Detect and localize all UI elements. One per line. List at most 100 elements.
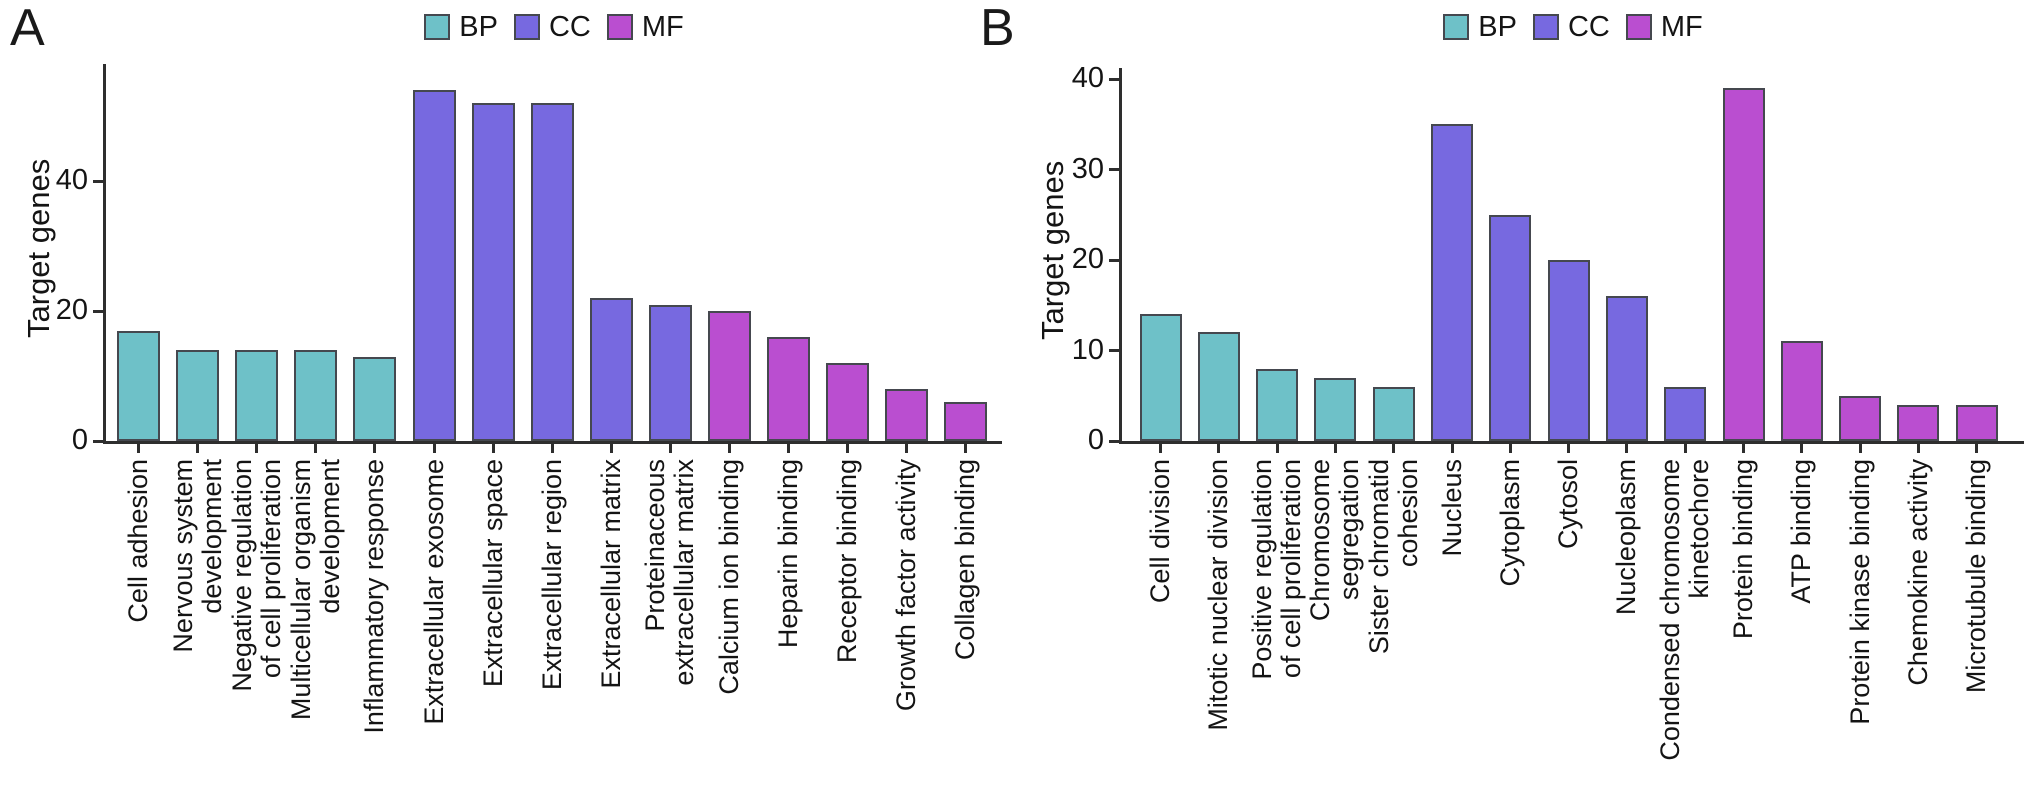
y-tick-mark	[1109, 258, 1119, 262]
legend-item-cc: CC	[513, 10, 591, 44]
legend-label-bp: BP	[459, 10, 498, 43]
x-tick-mark	[1742, 444, 1745, 453]
category-label: Chemokine activity	[1902, 459, 1933, 686]
bar	[235, 350, 279, 441]
bar	[294, 350, 338, 441]
category-label: Sister chromatid cohesion	[1363, 459, 1423, 655]
bar	[176, 350, 220, 441]
panel-a-legend: BP CC MF	[106, 7, 1002, 47]
y-tick-mark	[1109, 168, 1119, 171]
bar	[117, 330, 160, 441]
x-tick-mark	[1625, 444, 1629, 453]
y-tick-label: 0	[1087, 423, 1104, 456]
legend-label-bp: BP	[1478, 10, 1517, 43]
category-label: Microtubule binding	[1961, 459, 1992, 694]
x-tick-mark	[668, 444, 672, 453]
x-tick-mark	[373, 444, 377, 453]
legend-key-mf	[606, 14, 633, 40]
legend-item-mf: MF	[1625, 10, 1703, 44]
x-tick-mark	[1450, 444, 1454, 453]
category-label: Protein binding	[1728, 459, 1758, 640]
x-tick-mark	[787, 444, 791, 453]
x-tick-mark	[550, 444, 554, 453]
panel-b-legend: BP CC MF	[1122, 7, 2024, 47]
legend-label-mf: MF	[641, 10, 684, 43]
category-label: Protein kinase binding	[1844, 459, 1875, 725]
x-tick-mark	[1567, 444, 1571, 453]
y-tick-mark	[1109, 349, 1119, 352]
y-tick-mark	[93, 179, 103, 183]
category-label: Condensed chromosome kinetochore	[1655, 459, 1715, 761]
y-tick-label: 20	[55, 293, 88, 326]
y-tick-mark	[93, 439, 103, 443]
bar	[944, 402, 988, 441]
legend-item-mf: MF	[606, 10, 684, 44]
category-label: Cytosol	[1553, 459, 1584, 550]
category-label: ATP binding	[1786, 459, 1817, 604]
y-tick-label: 30	[1071, 152, 1104, 185]
y-tick-label: 10	[1071, 333, 1104, 366]
bar	[648, 304, 692, 441]
bar	[589, 298, 633, 441]
bar	[1664, 386, 1707, 441]
bar	[1256, 368, 1299, 441]
panel-b-letter: B	[980, 0, 1015, 57]
x-tick-mark	[1800, 444, 1804, 453]
x-tick-mark	[1217, 444, 1221, 453]
bar	[471, 103, 515, 441]
x-tick-mark	[432, 444, 436, 453]
category-label: Mitotic nuclear division	[1203, 459, 1234, 731]
category-label: Chromosome segregation	[1305, 459, 1365, 622]
legend-label-cc: CC	[548, 10, 591, 43]
bar	[353, 356, 397, 441]
y-tick-label: 20	[1071, 242, 1104, 275]
legend-key-bp	[1443, 14, 1470, 40]
bar	[1372, 386, 1415, 441]
x-tick-mark	[491, 444, 495, 453]
legend-label-cc: CC	[1567, 10, 1610, 43]
x-tick-mark	[1858, 444, 1862, 453]
bar	[767, 337, 811, 441]
bar	[1197, 332, 1240, 441]
category-label: Cytoplasm	[1494, 459, 1525, 587]
y-axis-line	[103, 64, 106, 444]
legend-key-cc	[1532, 14, 1559, 40]
bar	[1780, 341, 1823, 441]
bar	[885, 389, 929, 441]
legend-label-mf: MF	[1660, 10, 1703, 43]
y-tick-label: 40	[55, 163, 88, 196]
legend-item-cc: CC	[1532, 10, 1610, 44]
bar	[1547, 260, 1590, 441]
bar	[1955, 404, 1998, 441]
y-axis-line	[1119, 68, 1122, 444]
x-tick-mark	[846, 444, 850, 453]
x-axis-line	[103, 441, 1002, 444]
legend-key-mf	[1625, 14, 1652, 40]
x-tick-mark	[1508, 444, 1512, 453]
bar	[1897, 404, 1940, 441]
bar	[1839, 395, 1882, 441]
x-tick-mark	[905, 444, 909, 453]
x-tick-mark	[1333, 444, 1337, 453]
category-label: Nucleoplasm	[1611, 459, 1642, 616]
x-tick-mark	[1975, 444, 1979, 453]
bar	[1489, 214, 1532, 441]
bar	[1605, 296, 1648, 441]
bar	[1722, 88, 1765, 441]
bar	[1139, 314, 1182, 441]
x-tick-mark	[255, 444, 259, 453]
category-label: Nucleus	[1436, 459, 1467, 557]
y-tick-mark	[1109, 439, 1119, 443]
y-tick-mark	[93, 309, 103, 313]
panel-a-letter: A	[10, 0, 45, 57]
y-tick-mark	[1109, 77, 1119, 81]
x-tick-mark	[609, 444, 613, 453]
x-tick-mark	[1683, 444, 1687, 453]
x-tick-mark	[1916, 444, 1920, 453]
bar	[708, 311, 751, 441]
x-tick-mark	[137, 444, 140, 453]
